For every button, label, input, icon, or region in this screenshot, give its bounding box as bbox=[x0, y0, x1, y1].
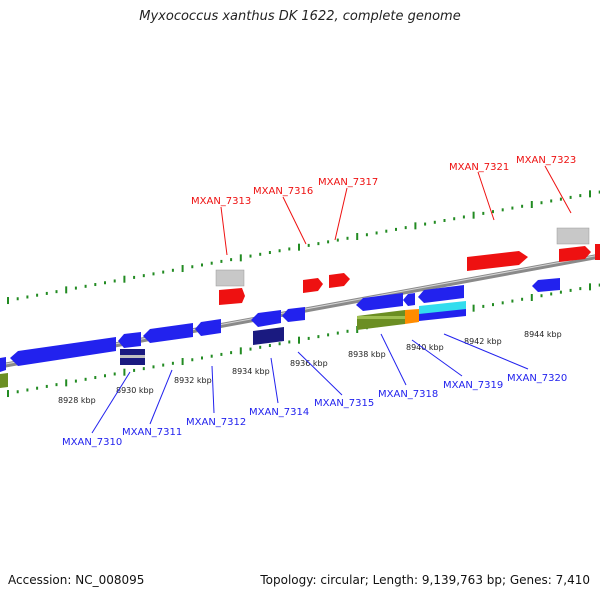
top-gene-labels: MXAN_7313 MXAN_7316 MXAN_7317 MXAN_7321 … bbox=[191, 155, 576, 256]
scale-label: 8928 kbp bbox=[58, 396, 96, 405]
forward-strand-features bbox=[215, 227, 600, 305]
scale-label: 8936 kbp bbox=[290, 359, 328, 368]
label-leader bbox=[270, 357, 279, 404]
gene-feature[interactable] bbox=[595, 244, 600, 260]
label-leader bbox=[334, 187, 348, 241]
gene-feature[interactable] bbox=[195, 319, 221, 336]
gene-label[interactable]: MXAN_7320 bbox=[507, 373, 567, 384]
gene-label[interactable]: MXAN_7315 bbox=[314, 398, 374, 409]
gene-feature[interactable] bbox=[118, 332, 141, 348]
label-leader bbox=[282, 196, 307, 245]
gene-feature[interactable] bbox=[282, 307, 305, 322]
label-leader bbox=[477, 171, 495, 221]
gene-feature[interactable] bbox=[559, 246, 591, 262]
gene-label[interactable]: MXAN_7313 bbox=[191, 196, 251, 207]
olive-feature-highlight bbox=[357, 316, 405, 319]
rna-feature[interactable] bbox=[215, 269, 245, 287]
label-leader bbox=[380, 333, 407, 386]
gene-feature[interactable] bbox=[418, 285, 464, 303]
gene-feature[interactable] bbox=[219, 288, 245, 305]
gene-feature[interactable] bbox=[356, 293, 403, 311]
label-leader bbox=[91, 371, 131, 434]
gene-label[interactable]: MXAN_7323 bbox=[516, 155, 576, 166]
label-leader bbox=[149, 369, 173, 425]
genome-summary: Topology: circular; Length: 9,139,763 bp… bbox=[260, 573, 590, 587]
gene-label[interactable]: MXAN_7310 bbox=[62, 437, 122, 448]
gene-feature[interactable] bbox=[419, 309, 466, 321]
label-leader bbox=[411, 339, 463, 377]
gene-feature[interactable] bbox=[403, 293, 415, 306]
reverse-strand-features bbox=[0, 278, 560, 388]
scale-label: 8932 kbp bbox=[174, 376, 212, 385]
gene-label[interactable]: MXAN_7316 bbox=[253, 186, 313, 197]
scale-labels: 8928 kbp 8930 kbp 8932 kbp 8934 kbp 8936… bbox=[58, 330, 562, 405]
gene-label[interactable]: MXAN_7317 bbox=[318, 177, 378, 188]
label-leader bbox=[297, 351, 343, 396]
gene-feature-multi-stripe bbox=[120, 355, 145, 358]
scale-label: 8938 kbp bbox=[348, 350, 386, 359]
gene-feature[interactable] bbox=[532, 278, 560, 292]
scale-label: 8944 kbp bbox=[524, 330, 562, 339]
gene-label[interactable]: MXAN_7312 bbox=[186, 417, 246, 428]
gene-label[interactable]: MXAN_7314 bbox=[249, 407, 309, 418]
label-leader bbox=[211, 365, 215, 414]
scale-label: 8930 kbp bbox=[116, 386, 154, 395]
rna-feature[interactable] bbox=[556, 227, 590, 245]
scale-label: 8942 kbp bbox=[464, 337, 502, 346]
gene-label[interactable]: MXAN_7318 bbox=[378, 389, 438, 400]
accession-label: Accession: NC_008095 bbox=[8, 573, 145, 587]
label-leader bbox=[220, 206, 228, 256]
gene-feature[interactable] bbox=[143, 323, 193, 343]
gene-feature[interactable] bbox=[303, 278, 323, 293]
gene-feature[interactable] bbox=[329, 273, 350, 288]
gene-label[interactable]: MXAN_7311 bbox=[122, 427, 182, 438]
olive-feature[interactable] bbox=[357, 310, 405, 330]
gene-feature[interactable] bbox=[251, 310, 281, 327]
gene-label[interactable]: MXAN_7319 bbox=[443, 380, 503, 391]
olive-feature[interactable] bbox=[0, 373, 8, 388]
gene-feature[interactable] bbox=[10, 337, 116, 366]
gene-feature[interactable] bbox=[253, 327, 284, 345]
gene-feature[interactable] bbox=[467, 251, 528, 271]
label-leader bbox=[443, 333, 529, 370]
orange-feature[interactable] bbox=[405, 309, 419, 324]
label-leader bbox=[544, 165, 572, 214]
map-title: Myxococcus xanthus DK 1622, complete gen… bbox=[139, 9, 461, 24]
scale-label: 8934 kbp bbox=[232, 367, 270, 376]
gene-feature[interactable] bbox=[0, 357, 6, 372]
scale-label: 8940 kbp bbox=[406, 343, 444, 352]
gene-label[interactable]: MXAN_7321 bbox=[449, 162, 509, 173]
bottom-gene-labels: MXAN_7310 MXAN_7311 MXAN_7312 MXAN_7314 … bbox=[62, 333, 567, 448]
